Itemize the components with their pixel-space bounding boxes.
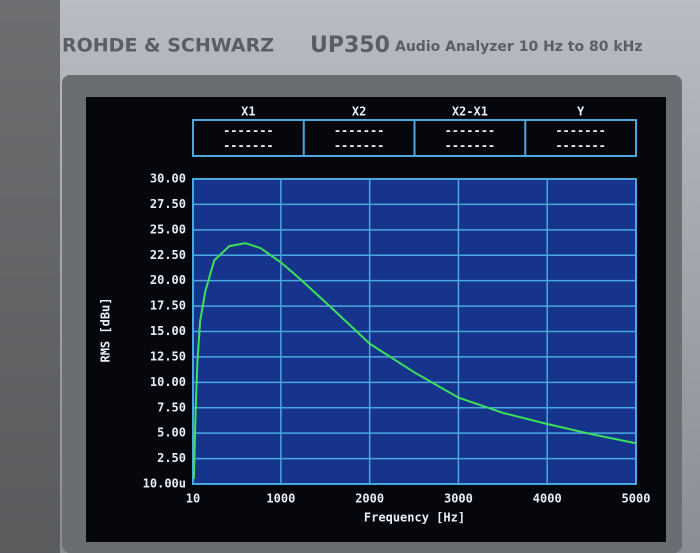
y-tick-label: 12.50 [150,349,186,363]
x-tick-label: 10 [186,492,200,506]
marker-name: X1 [241,105,255,119]
marker-name: Y [577,105,585,119]
marker-value: ------- [445,124,496,138]
curve [192,242,637,479]
marker-value: ------- [555,139,606,153]
y-tick-label: 17.50 [150,299,186,313]
y-tick-label: 10.00u [143,477,186,491]
marker-value: ------- [555,124,606,138]
y-tick-label: 30.00 [150,172,186,186]
y-tick-label: 20.00 [150,273,186,287]
x-tick-label: 5000 [622,492,651,506]
shadow [0,0,60,553]
y-tick-label: 15.00 [150,324,186,338]
marker-value: ------- [223,139,274,153]
y-tick-label: 22.50 [150,248,186,262]
brand: ROHDE & SCHWARZ [62,35,274,57]
model: UP350 [310,33,390,58]
marker-name: X2 [352,105,366,119]
y-tick-label: 10.00 [150,375,186,389]
marker-name: X2-X1 [452,105,488,119]
marker-value: ------- [223,124,274,138]
y-tick-label: 25.00 [150,222,186,236]
y-tick-label: 27.50 [150,197,186,211]
marker-value: ------- [334,124,385,138]
marker-value: ------- [334,139,385,153]
y-axis-label: RMS [dBu] [99,297,113,362]
x-tick-label: 4000 [533,492,562,506]
marker-value: ------- [445,139,496,153]
x-tick-label: 3000 [444,492,473,506]
description: Audio Analyzer 10 Hz to 80 kHz [395,39,643,55]
x-axis-label: Frequency [Hz] [364,511,465,525]
y-tick-label: 7.50 [157,400,186,414]
x-tick-label: 2000 [355,492,384,506]
y-tick-label: 2.50 [157,451,186,465]
x-tick-label: 1000 [266,492,295,506]
y-tick-label: 5.00 [157,426,186,440]
